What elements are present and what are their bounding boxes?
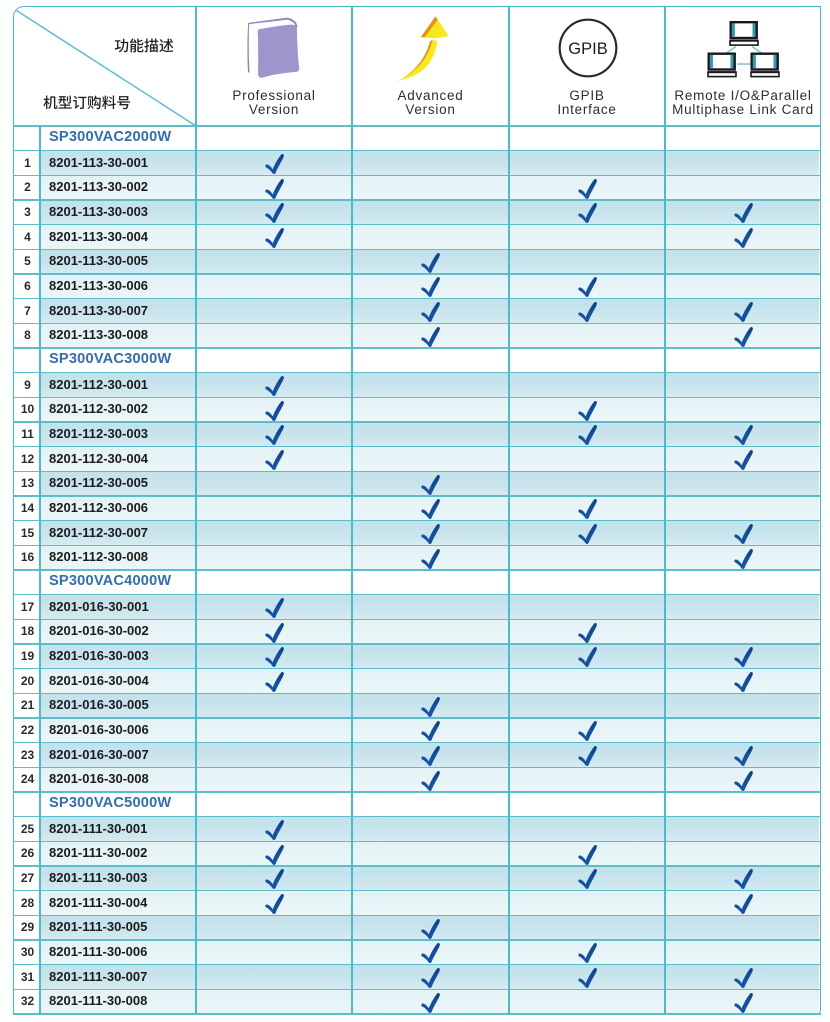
svg-text:GPIB: GPIB [568, 40, 607, 58]
